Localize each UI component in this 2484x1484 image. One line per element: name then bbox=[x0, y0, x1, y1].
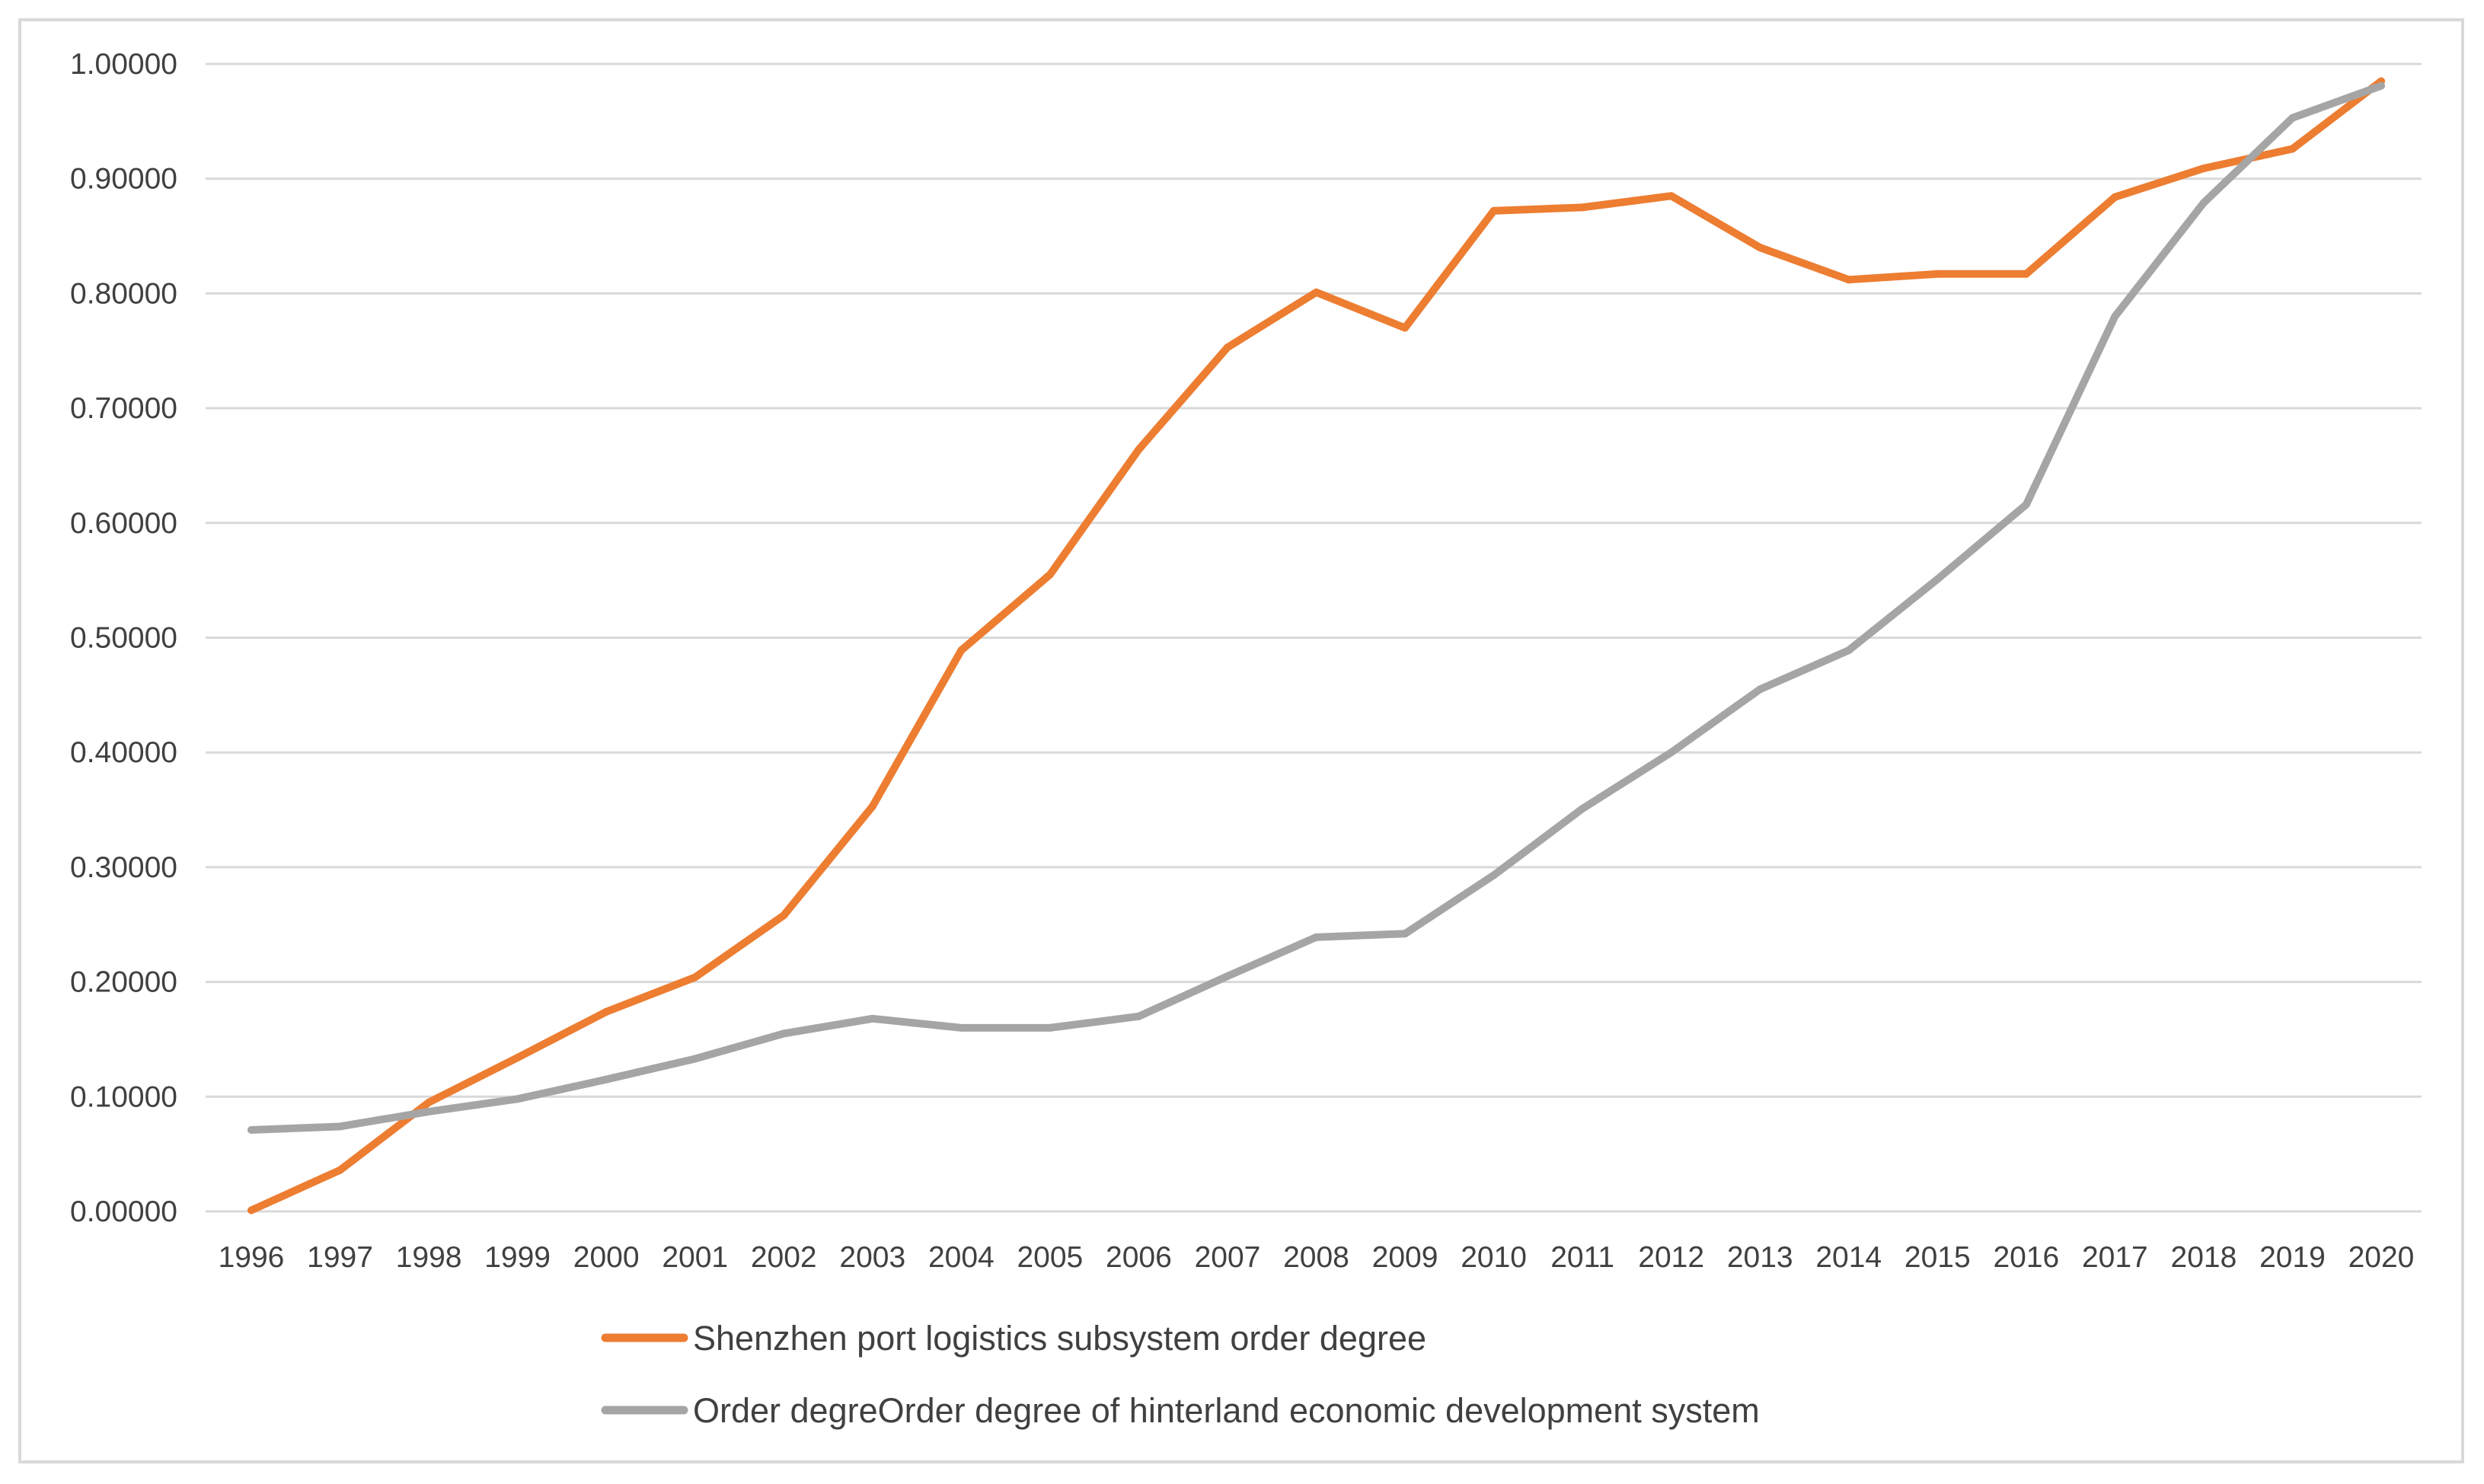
y-tick-label: 0.80000 bbox=[70, 277, 177, 310]
x-tick-label: 2000 bbox=[573, 1241, 640, 1274]
data-point bbox=[1933, 270, 1942, 278]
series-line-1 bbox=[247, 77, 2385, 1214]
data-point bbox=[1312, 288, 1320, 296]
data-point bbox=[2288, 113, 2297, 122]
legend: Shenzhen port logistics subsystem order … bbox=[601, 1319, 1760, 1430]
data-point bbox=[602, 1075, 611, 1083]
x-tick-label: 1997 bbox=[307, 1241, 373, 1274]
x-tick-label: 2015 bbox=[1905, 1241, 1971, 1274]
data-point bbox=[1489, 871, 1498, 879]
data-point bbox=[1579, 203, 1587, 212]
data-point bbox=[1844, 646, 1853, 655]
data-point bbox=[691, 1055, 699, 1063]
data-point bbox=[1223, 972, 1231, 981]
x-tick-label: 2006 bbox=[1106, 1241, 1172, 1274]
data-point bbox=[1756, 244, 1764, 252]
data-point bbox=[1933, 575, 1942, 583]
x-tick-label: 2020 bbox=[2348, 1241, 2415, 1274]
x-tick-label: 2017 bbox=[2082, 1241, 2148, 1274]
x-tick-label: 2008 bbox=[1283, 1241, 1349, 1274]
data-point bbox=[425, 1107, 433, 1115]
data-point bbox=[957, 646, 966, 655]
legend-label-2: Order degreOrder degree of hinterland ec… bbox=[693, 1391, 1760, 1430]
x-tick-label: 2012 bbox=[1638, 1241, 1704, 1274]
series-lines bbox=[247, 77, 2385, 1214]
gridlines bbox=[206, 62, 2422, 1213]
data-point bbox=[691, 973, 699, 981]
data-point bbox=[957, 1023, 966, 1032]
x-tick-label: 1999 bbox=[484, 1241, 551, 1274]
y-tick-label: 0.50000 bbox=[70, 622, 177, 655]
data-point bbox=[780, 911, 788, 920]
x-tick-label: 2013 bbox=[1727, 1241, 1793, 1274]
x-tick-label: 1996 bbox=[219, 1241, 285, 1274]
y-tick-label: 0.30000 bbox=[70, 851, 177, 884]
data-point bbox=[1579, 805, 1587, 813]
data-point bbox=[1046, 570, 1054, 579]
data-point bbox=[2199, 164, 2208, 173]
y-tick-label: 0.70000 bbox=[70, 392, 177, 425]
x-tick-label: 2005 bbox=[1017, 1241, 1083, 1274]
x-tick-label: 2003 bbox=[839, 1241, 905, 1274]
x-tick-label: 2011 bbox=[1550, 1241, 1614, 1274]
data-point bbox=[1046, 1023, 1054, 1032]
data-point bbox=[513, 1095, 522, 1103]
y-axis-ticks: 0.00000 0.10000 0.20000 0.30000 0.40000 0.500… bbox=[70, 48, 177, 1228]
x-tick-label: 2001 bbox=[662, 1241, 728, 1274]
y-tick-label: 0.40000 bbox=[70, 736, 177, 769]
data-point bbox=[2022, 500, 2030, 509]
data-point bbox=[2111, 193, 2119, 201]
x-tick-label: 2019 bbox=[2259, 1241, 2326, 1274]
x-tick-label: 2002 bbox=[751, 1241, 817, 1274]
data-point bbox=[780, 1029, 788, 1038]
y-tick-label: 0.20000 bbox=[70, 966, 177, 999]
y-tick-label: 0.60000 bbox=[70, 507, 177, 540]
data-point bbox=[868, 803, 876, 811]
x-tick-label: 2016 bbox=[1993, 1241, 2059, 1274]
data-point bbox=[1223, 343, 1231, 352]
data-point bbox=[336, 1122, 344, 1131]
y-tick-label: 0.10000 bbox=[70, 1080, 177, 1113]
data-point bbox=[1844, 276, 1853, 284]
y-tick-label: 0.00000 bbox=[70, 1195, 177, 1228]
x-tick-label: 2007 bbox=[1195, 1241, 1261, 1274]
data-point bbox=[2377, 81, 2385, 90]
data-point bbox=[1401, 324, 1410, 332]
y-tick-label: 1.00000 bbox=[70, 48, 177, 81]
chart-frame bbox=[18, 18, 2464, 1463]
data-point bbox=[2111, 312, 2119, 321]
data-point bbox=[425, 1098, 433, 1106]
x-tick-label: 2014 bbox=[1815, 1241, 1882, 1274]
data-point bbox=[1667, 748, 1675, 757]
data-point bbox=[1756, 685, 1764, 694]
data-point bbox=[1312, 933, 1320, 941]
x-tick-label: 2009 bbox=[1372, 1241, 1438, 1274]
x-tick-label: 2018 bbox=[2171, 1241, 2237, 1274]
data-point bbox=[1489, 206, 1498, 215]
data-point bbox=[513, 1054, 522, 1062]
legend-label-1: Shenzhen port logistics subsystem order … bbox=[693, 1319, 1426, 1358]
x-tick-label: 2004 bbox=[928, 1241, 995, 1274]
data-point bbox=[336, 1166, 344, 1174]
data-point bbox=[247, 1126, 255, 1135]
data-point bbox=[868, 1014, 876, 1023]
data-point bbox=[2288, 145, 2297, 153]
data-point bbox=[1401, 930, 1410, 938]
data-point bbox=[2199, 199, 2208, 207]
x-axis-ticks: 1996 1997 1998 1999 2000 2001 2002 2003 2004 2005… bbox=[219, 1241, 2415, 1274]
data-point bbox=[1135, 1012, 1143, 1020]
y-tick-label: 0.90000 bbox=[70, 163, 177, 196]
x-tick-label: 1998 bbox=[396, 1241, 462, 1274]
data-point bbox=[247, 1206, 255, 1214]
data-point bbox=[602, 1007, 611, 1016]
x-tick-label: 2010 bbox=[1461, 1241, 1527, 1274]
data-point bbox=[2022, 270, 2030, 278]
data-point bbox=[1667, 192, 1675, 200]
data-point bbox=[1135, 445, 1143, 454]
